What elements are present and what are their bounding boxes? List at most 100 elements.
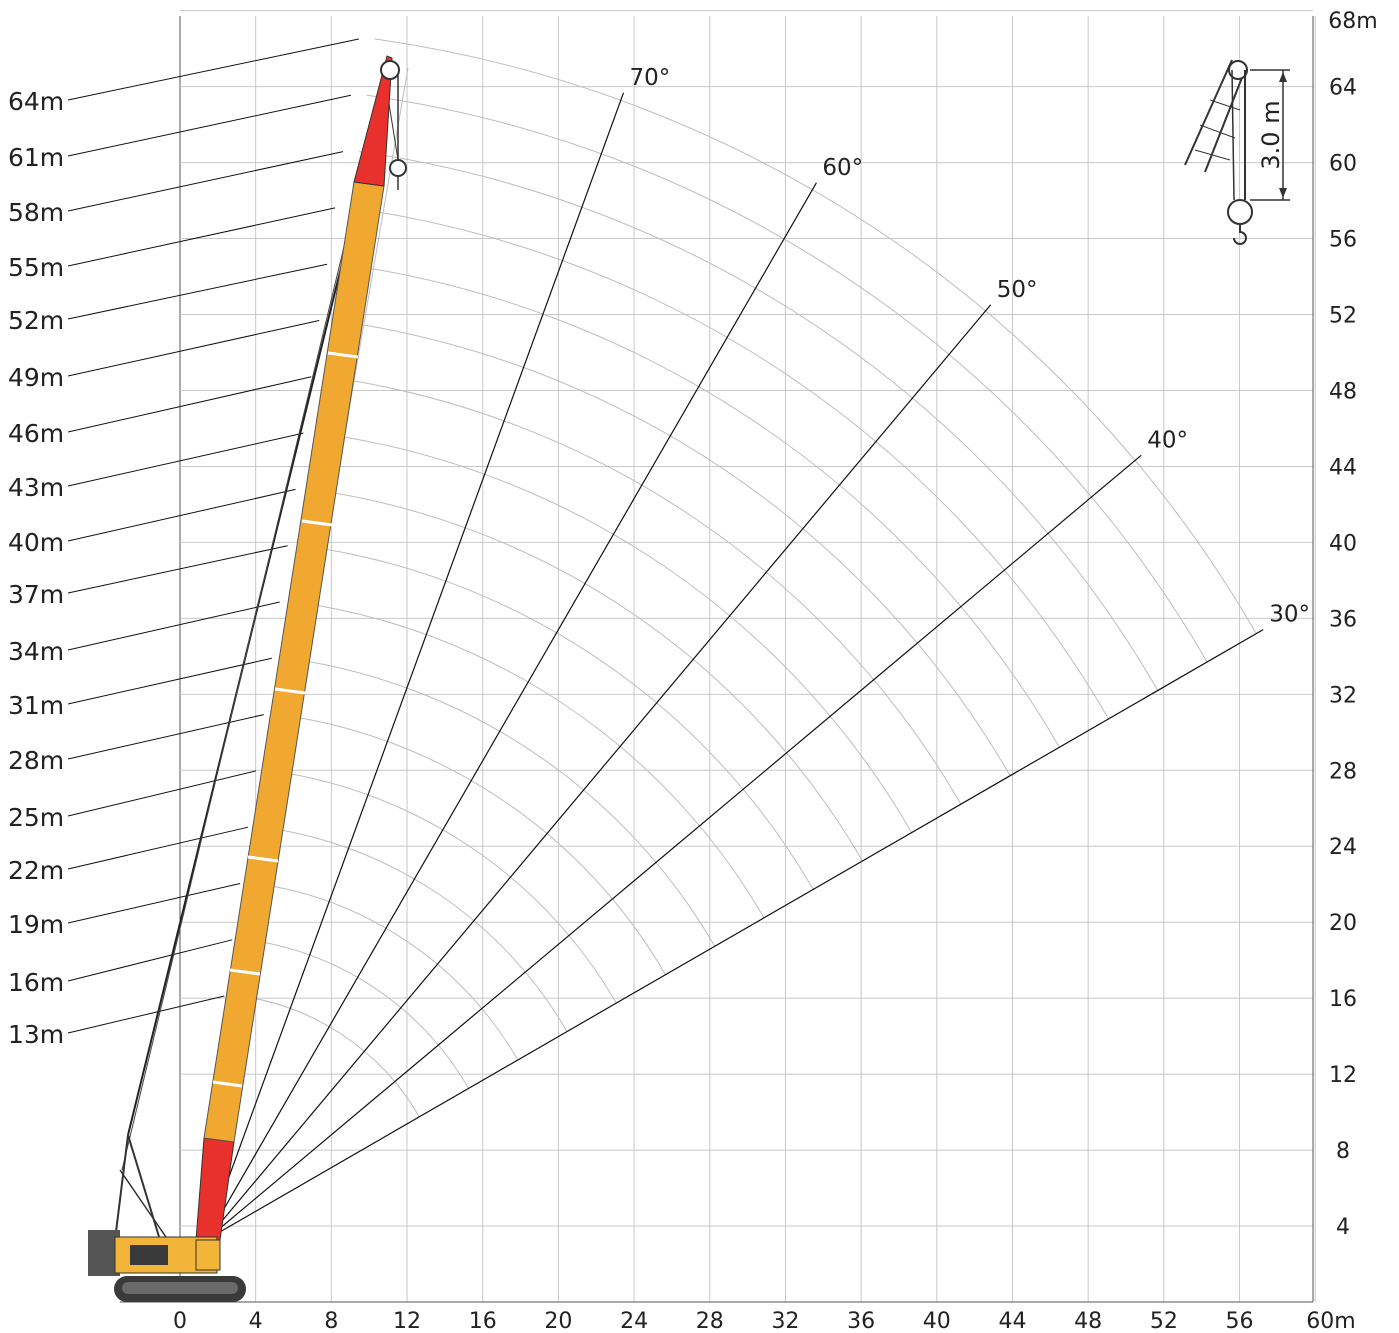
inset-arrow-top	[1279, 72, 1287, 82]
y-tick-label: 52	[1329, 304, 1357, 329]
boom-joint	[327, 351, 359, 359]
boom-length-label: 61m	[8, 143, 64, 172]
hook-block	[389, 159, 407, 177]
boom-length-label: 19m	[8, 910, 64, 939]
radius-arcs	[240, 38, 1257, 1118]
x-tick-label: 0	[173, 1309, 187, 1333]
boom-length-label: 40m	[8, 528, 64, 557]
x-tick-label: 52	[1150, 1309, 1178, 1333]
y-tick-label: 24	[1329, 835, 1357, 860]
inset-lattice	[1204, 69, 1246, 173]
radius-arc	[351, 207, 1110, 720]
boom-length-leader	[67, 432, 304, 487]
boom-joint	[247, 855, 279, 863]
inset-hook-block	[1227, 199, 1253, 225]
boom-length-label: 64m	[8, 87, 64, 116]
y-tick-label: 4	[1336, 1215, 1350, 1240]
x-tick-label: 28	[696, 1309, 724, 1333]
x-tick-label: 36	[847, 1309, 875, 1333]
boom-length-label: 43m	[8, 473, 64, 502]
x-tick-label: 12	[393, 1309, 421, 1333]
x-unit-label: 60m	[1306, 1309, 1355, 1333]
boom-length-leader	[67, 207, 336, 267]
inset-hook-icon	[1233, 224, 1247, 245]
inset-lattice	[1194, 149, 1231, 161]
x-tick-label: 40	[923, 1309, 951, 1333]
boom-length-leader	[67, 320, 320, 377]
radius-arc	[366, 94, 1208, 663]
mast-2	[127, 1134, 161, 1241]
boom-length-leader	[67, 657, 272, 705]
radius-arc	[279, 714, 666, 975]
boom-length-label: 16m	[8, 968, 64, 997]
x-tick-label: 48	[1074, 1309, 1102, 1333]
engine-panel	[130, 1245, 168, 1265]
inset-lattice	[1199, 124, 1236, 139]
y-tick-label: 28	[1329, 759, 1357, 784]
y-tick-label: 16	[1329, 987, 1357, 1012]
angle-label: 40°	[1147, 427, 1188, 453]
angle-line	[205, 182, 817, 1241]
boom-length-label: 22m	[8, 856, 64, 885]
boom-length-label: 25m	[8, 803, 64, 832]
boom-length-label: 34m	[8, 637, 64, 666]
jib-inset: 3.0 m	[1184, 59, 1290, 245]
boom-joint	[212, 1080, 243, 1088]
boom-length-label: 55m	[8, 253, 64, 282]
boom-joint	[274, 687, 306, 695]
y-unit-label: 68m	[1328, 9, 1377, 34]
angle-label: 70°	[630, 65, 671, 91]
boom-length-leader	[67, 883, 241, 924]
radius-arc	[358, 151, 1159, 691]
y-tick-label: 44	[1329, 455, 1357, 480]
angle-line	[205, 92, 625, 1241]
x-tick-label: 24	[620, 1309, 648, 1333]
boom-length-leader	[67, 151, 344, 212]
x-tick-label: 8	[324, 1309, 338, 1333]
mast-3	[119, 1169, 169, 1241]
angle-label: 30°	[1269, 602, 1310, 628]
radius-arc	[327, 376, 962, 805]
boom-length-leader	[67, 263, 328, 320]
y-tick-label: 40	[1329, 531, 1357, 556]
boom-length-leader	[67, 714, 264, 760]
radius-arc	[374, 38, 1257, 634]
boom-length-leaders: 64m 61m 58m 55m 52m 49m 46m 43m 40m 37m 34m 31m 28m 2…	[8, 38, 359, 1049]
boom-base-section	[195, 1137, 235, 1241]
boom-tip-sheave	[380, 60, 400, 80]
radius-arc	[248, 939, 470, 1089]
boom-length-leader	[67, 601, 280, 651]
mast	[114, 1134, 129, 1241]
boom-length-leader	[67, 94, 352, 157]
boom-length-label: 13m	[8, 1020, 64, 1049]
x-tick-label: 44	[998, 1309, 1026, 1333]
boom-length-leader	[67, 770, 257, 817]
boom-length-label: 31m	[8, 691, 64, 720]
y-tick-label: 32	[1329, 683, 1357, 708]
radius-arc	[295, 601, 765, 919]
boom-joint	[301, 519, 333, 527]
boom-length-label: 46m	[8, 419, 64, 448]
boom-length-label: 58m	[8, 198, 64, 227]
y-tick-label: 12	[1329, 1063, 1357, 1088]
boom-length-leader	[67, 826, 249, 870]
boom-length-label: 28m	[8, 746, 64, 775]
radius-arc	[319, 432, 913, 833]
radius-arc	[343, 263, 1060, 748]
angle-line	[205, 454, 1142, 1241]
angle-line	[205, 304, 992, 1241]
inset-dimension-label: 3.0 m	[1257, 100, 1285, 169]
y-tick-label: 48	[1329, 379, 1357, 404]
angle-line	[205, 629, 1264, 1241]
radius-arc	[263, 826, 568, 1032]
y-tick-label: 64	[1329, 76, 1357, 101]
inset-lattice	[1209, 99, 1241, 111]
x-tick-label: 32	[771, 1309, 799, 1333]
y-tick-label: 20	[1329, 911, 1357, 936]
boom-length-leader	[67, 376, 312, 433]
boom-length-leader	[67, 488, 296, 542]
boom-length-label: 52m	[8, 306, 64, 335]
boom-length-leader	[67, 939, 233, 982]
boom-length-leader	[67, 545, 288, 594]
